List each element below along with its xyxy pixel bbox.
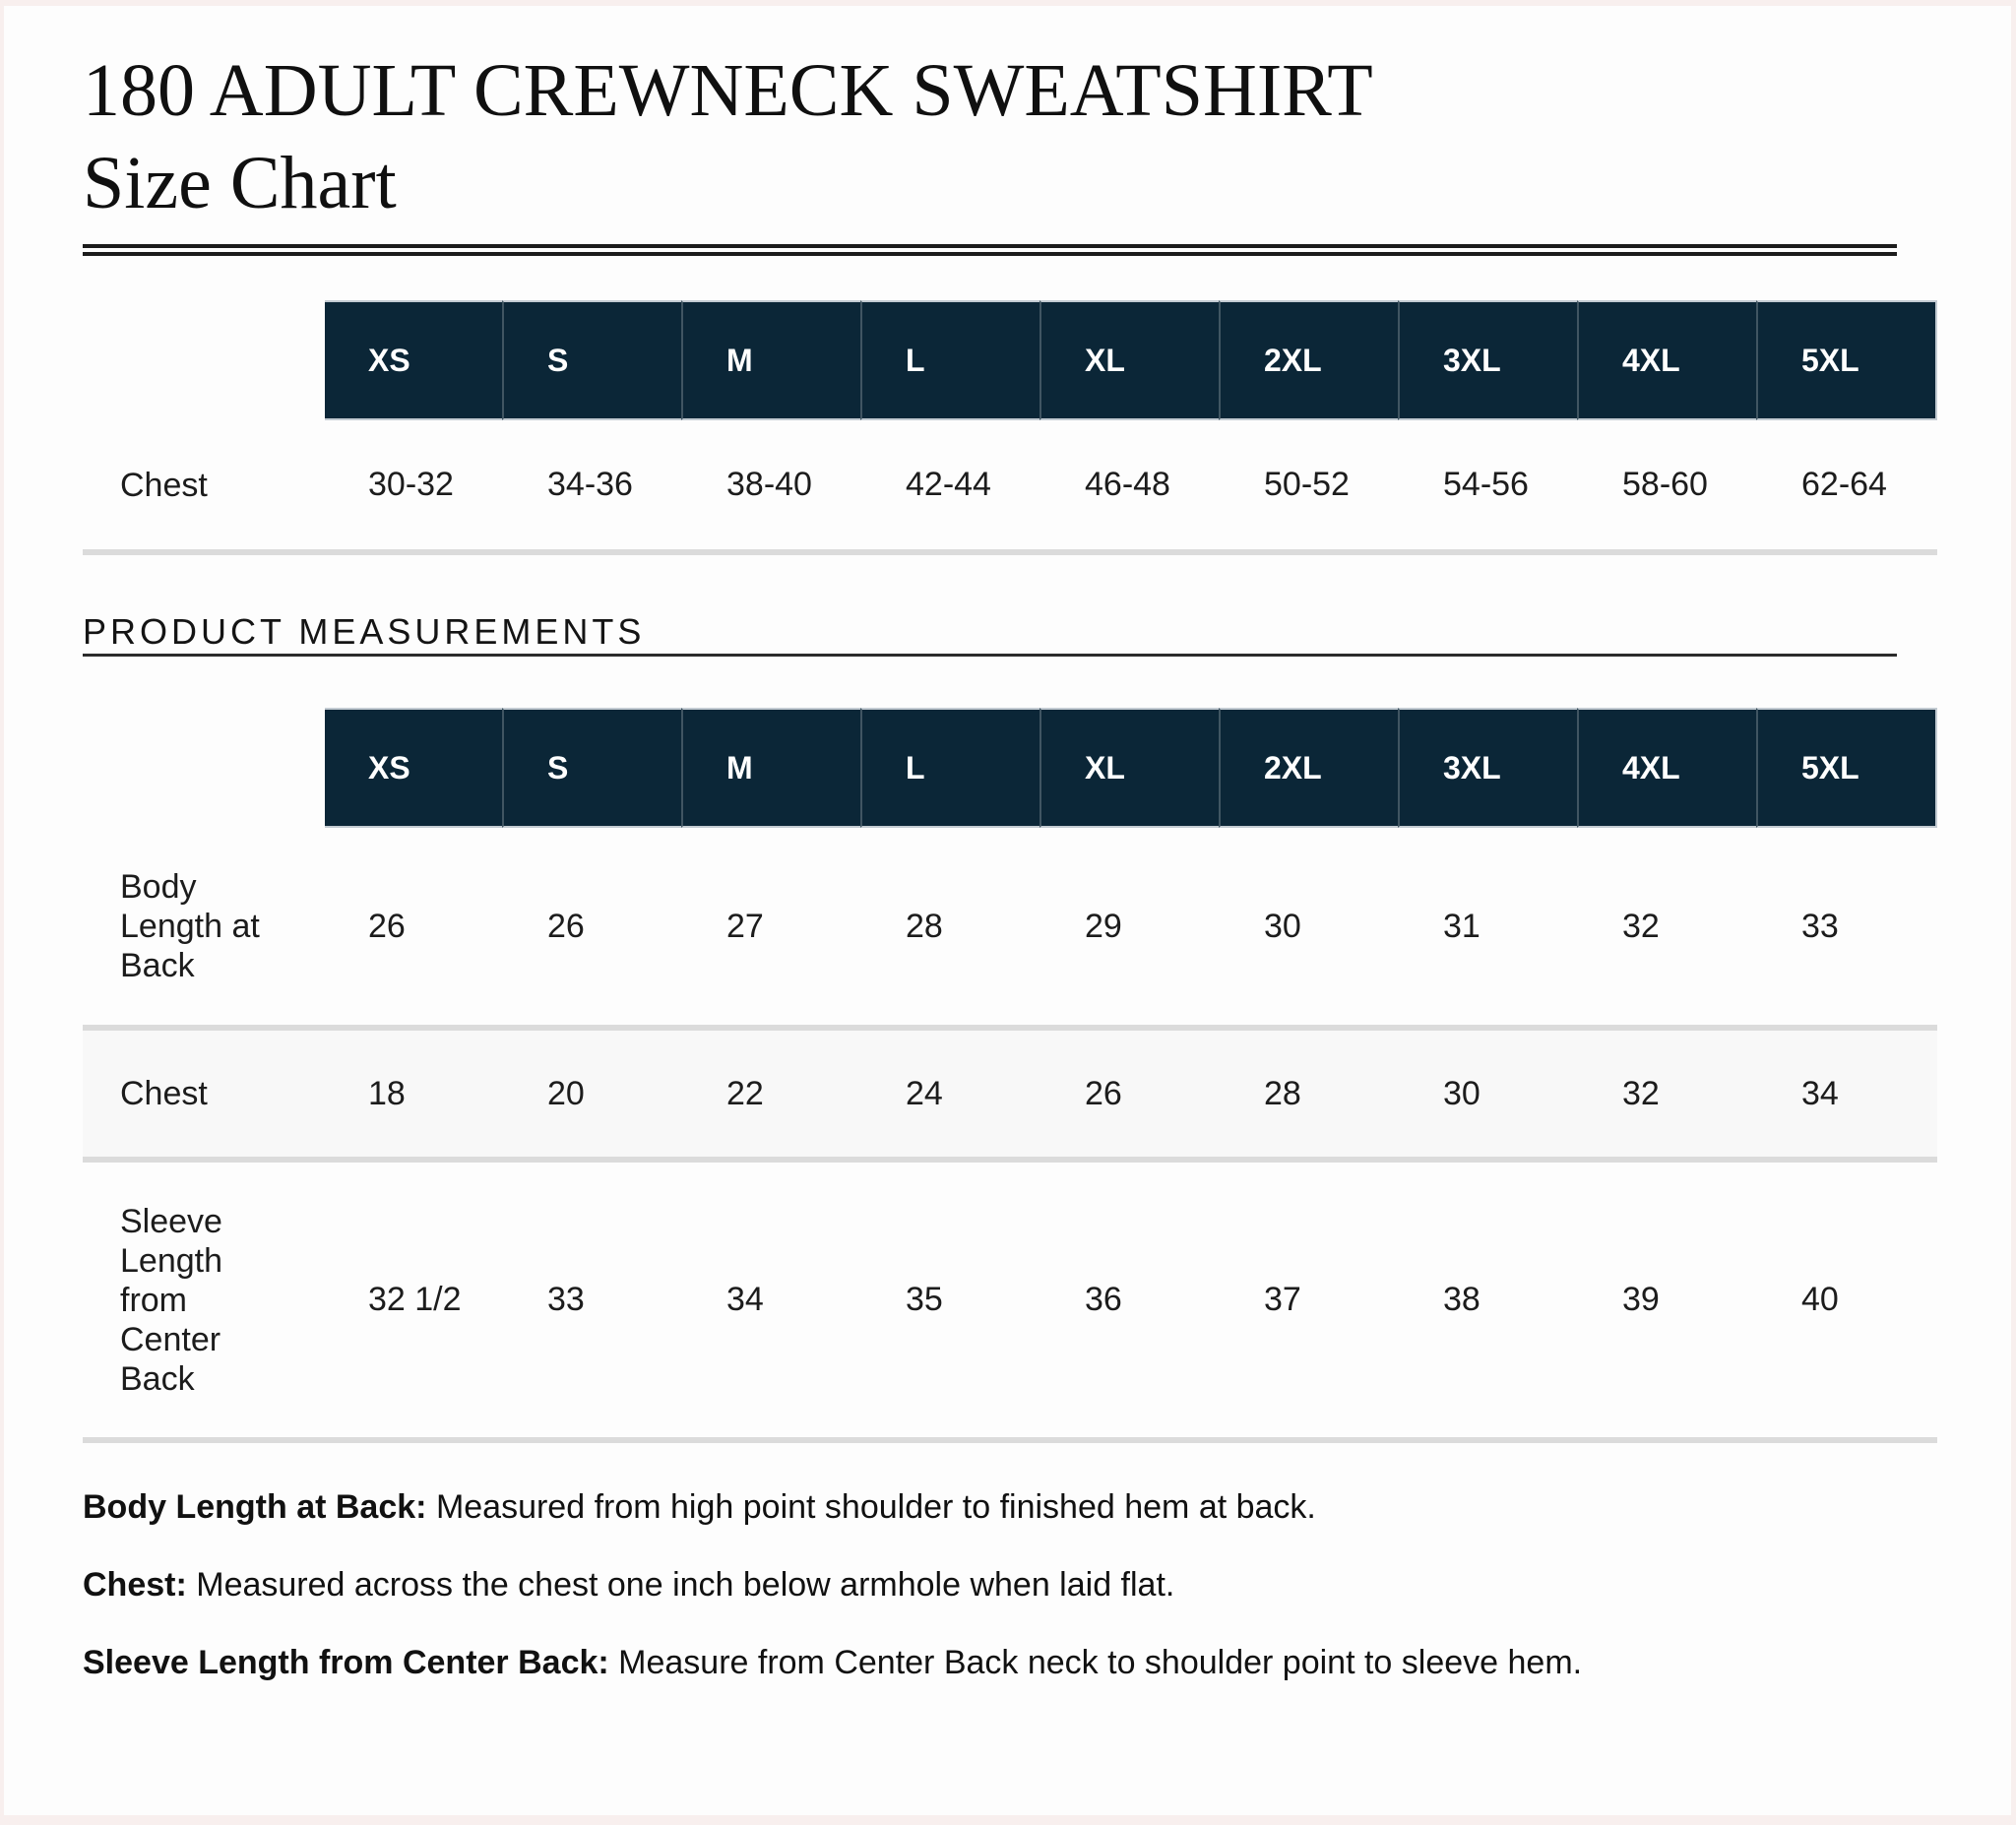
table-cell: 33	[547, 1281, 585, 1318]
note-term: Chest:	[83, 1566, 187, 1604]
table-cell: 37	[1264, 1281, 1301, 1318]
row-label-text: Body Length at Back	[120, 868, 260, 984]
size-col-4xl: 4XL	[1577, 300, 1756, 420]
size-col-5xl: 5XL	[1756, 708, 1937, 828]
table-cell: 42-44	[906, 466, 991, 503]
table-cell: 22	[726, 1074, 764, 1112]
size-range-table: XS S M L XL 2XL 3XL 4XL 5XL Chest 30-32 …	[83, 300, 1937, 555]
table-cell: 28	[906, 907, 943, 945]
table-cell: 34-36	[547, 466, 633, 503]
table-cell: 30	[1264, 907, 1301, 945]
table-cell: 32 1/2	[368, 1281, 462, 1318]
size-col-l: L	[860, 300, 1040, 420]
size-header-row: XS S M L XL 2XL 3XL 4XL 5XL	[83, 300, 1937, 420]
size-col-m: M	[681, 708, 860, 828]
page-subtitle: Size Chart	[83, 142, 397, 224]
size-col-2xl: 2XL	[1219, 708, 1398, 828]
table-cell: 39	[1622, 1281, 1660, 1318]
row-label-text: Sleeve Length from Center Back	[120, 1202, 222, 1398]
table-cell: 20	[547, 1074, 585, 1112]
table-cell: 30-32	[368, 466, 454, 503]
table-cell: 26	[1085, 1074, 1122, 1112]
note-body-length: Body Length at Back: Measured from high …	[83, 1484, 1937, 1530]
table-cell: 32	[1622, 907, 1660, 945]
table-cell: 34	[726, 1281, 764, 1318]
product-title: 180 ADULT CREWNECK SWEATSHIRT	[83, 49, 1373, 132]
row-label: Sleeve Length from Center Back	[83, 1163, 325, 1437]
table-cell: 38-40	[726, 466, 812, 503]
table-cell: 28	[1264, 1074, 1301, 1112]
size-header-row: XS S M L XL 2XL 3XL 4XL 5XL	[83, 708, 1937, 828]
size-col-5xl: 5XL	[1756, 300, 1937, 420]
size-col-s: S	[502, 708, 681, 828]
note-definition: Measure from Center Back neck to shoulde…	[618, 1644, 1583, 1681]
note-term: Body Length at Back:	[83, 1488, 427, 1526]
body-length-row: Body Length at Back 26 26 27 28 29 30 31…	[83, 828, 1937, 1031]
section-heading: PRODUCT MEASUREMENTS	[83, 611, 646, 652]
table-cell: 62-64	[1801, 466, 1887, 503]
size-col-m: M	[681, 300, 860, 420]
row-label: Body Length at Back	[83, 828, 325, 1025]
table-cell: 36	[1085, 1281, 1122, 1318]
header-spacer-cell	[83, 300, 325, 420]
table-cell: 30	[1443, 1074, 1480, 1112]
table-cell: 46-48	[1085, 466, 1170, 503]
table-cell: 27	[726, 907, 764, 945]
table-cell: 54-56	[1443, 466, 1529, 503]
table-cell: 26	[368, 907, 406, 945]
table-cell: 31	[1443, 907, 1480, 945]
sleeve-length-row: Sleeve Length from Center Back 32 1/2 33…	[83, 1163, 1937, 1443]
table-cell: 38	[1443, 1281, 1480, 1318]
product-measurements-table: XS S M L XL 2XL 3XL 4XL 5XL Body Length …	[83, 708, 1937, 1443]
size-col-xs: XS	[325, 300, 502, 420]
table-cell: 32	[1622, 1074, 1660, 1112]
table-cell: 50-52	[1264, 466, 1350, 503]
size-col-2xl: 2XL	[1219, 300, 1398, 420]
size-col-xs: XS	[325, 708, 502, 828]
size-col-s: S	[502, 300, 681, 420]
table-cell: 58-60	[1622, 466, 1708, 503]
page-title: 180 ADULT CREWNECK SWEATSHIRT Size Chart	[83, 44, 1937, 229]
section-divider	[83, 654, 1897, 657]
size-chart-document: 180 ADULT CREWNECK SWEATSHIRT Size Chart…	[4, 6, 2011, 1815]
table-cell: 40	[1801, 1281, 1839, 1318]
size-col-l: L	[860, 708, 1040, 828]
table-cell: 18	[368, 1074, 406, 1112]
size-col-3xl: 3XL	[1398, 300, 1577, 420]
chest-range-row: Chest 30-32 34-36 38-40 42-44 46-48 50-5…	[83, 420, 1937, 555]
note-chest: Chest: Measured across the chest one inc…	[83, 1562, 1937, 1607]
header-spacer-cell	[83, 708, 325, 828]
table-cell: 29	[1085, 907, 1122, 945]
note-definition: Measured across the chest one inch below…	[196, 1566, 1175, 1604]
table-cell: 33	[1801, 907, 1839, 945]
chest-measurement-row: Chest 18 20 22 24 26 28 30 32 34	[83, 1031, 1937, 1163]
size-col-xl: XL	[1040, 708, 1219, 828]
table-cell: 35	[906, 1281, 943, 1318]
note-term: Sleeve Length from Center Back:	[83, 1644, 609, 1681]
note-definition: Measured from high point shoulder to fin…	[435, 1488, 1316, 1526]
size-col-4xl: 4XL	[1577, 708, 1756, 828]
title-divider	[83, 244, 1897, 256]
row-label-text: Chest	[120, 466, 208, 504]
table-cell: 34	[1801, 1074, 1839, 1112]
table-cell: 26	[547, 907, 585, 945]
size-col-xl: XL	[1040, 300, 1219, 420]
table-cell: 24	[906, 1074, 943, 1112]
size-col-3xl: 3XL	[1398, 708, 1577, 828]
measurement-notes: Body Length at Back: Measured from high …	[83, 1484, 1937, 1685]
row-label: Chest	[83, 420, 325, 549]
row-label-text: Chest	[120, 1075, 208, 1112]
note-sleeve-length: Sleeve Length from Center Back: Measure …	[83, 1640, 1937, 1685]
row-label: Chest	[83, 1031, 325, 1157]
